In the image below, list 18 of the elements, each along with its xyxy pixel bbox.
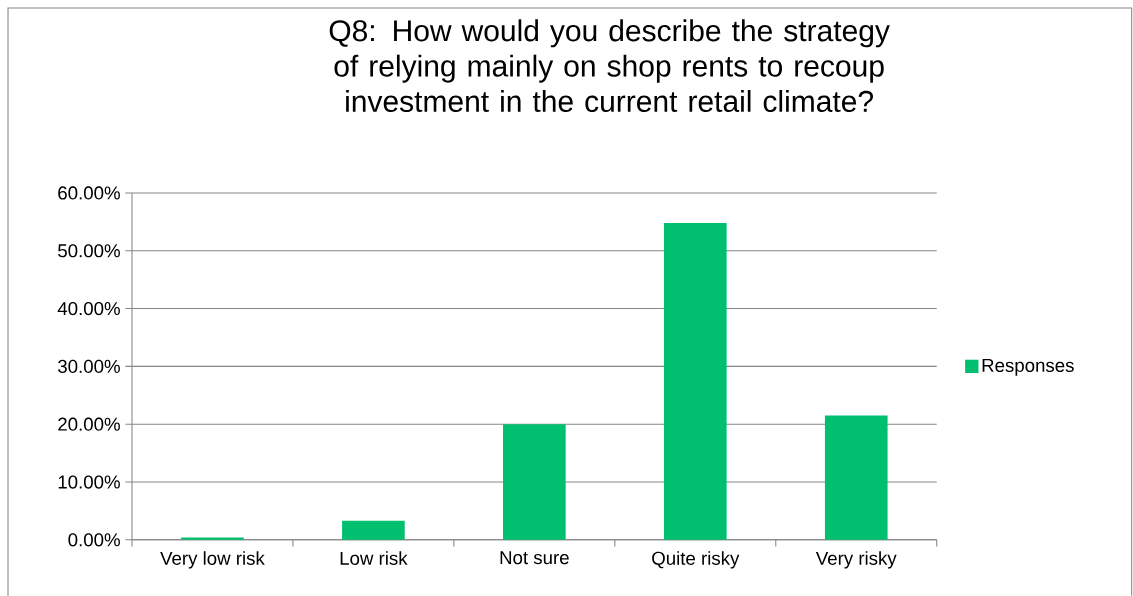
y-tick-label: 60.00% — [58, 186, 120, 200]
y-tick-label: 0.00% — [68, 533, 120, 547]
x-tick-label: Not sure — [500, 551, 569, 565]
y-tick-label: 10.00% — [58, 475, 120, 489]
bar — [503, 424, 566, 540]
x-tick-label: Quite risky — [652, 551, 740, 569]
y-tick-label: 30.00% — [58, 359, 120, 374]
x-tick-label: Very low risk — [160, 551, 265, 569]
x-tick-label: Low risk — [340, 551, 408, 566]
x-tick-label: Very risky — [815, 551, 897, 569]
y-tick-label: 20.00% — [58, 417, 120, 431]
legend-label: Responses — [982, 359, 1074, 376]
chart-title: Q8: How would you describe the strategy of relying mainly on shop rents to recoup investment in the current retail climate? — [329, 19, 890, 113]
bar — [342, 520, 405, 540]
y-tick-label: 40.00% — [57, 302, 120, 316]
bar — [663, 223, 727, 540]
bar — [824, 415, 888, 540]
y-tick-label: 50.00% — [58, 244, 120, 258]
